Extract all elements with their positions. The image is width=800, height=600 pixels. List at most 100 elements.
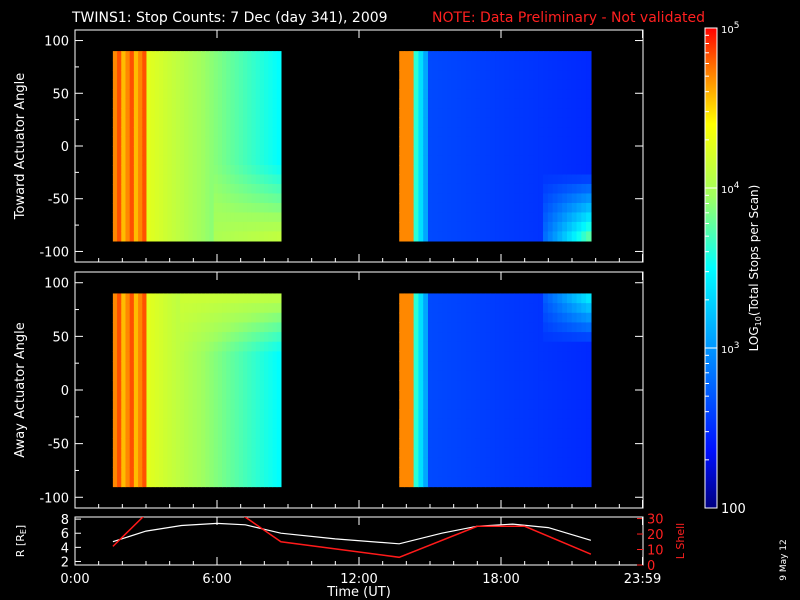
heatmap-cell bbox=[146, 312, 152, 324]
heatmap-cell bbox=[432, 438, 439, 449]
heatmap-cell bbox=[413, 60, 419, 71]
heatmap-cell bbox=[437, 312, 443, 324]
heatmap-cell bbox=[167, 370, 173, 381]
heatmap-cell bbox=[146, 70, 152, 81]
heatmap-cell bbox=[547, 303, 554, 314]
heatmap-cell bbox=[408, 136, 415, 147]
heatmap-cell bbox=[238, 89, 244, 100]
heatmap-cell bbox=[418, 183, 424, 195]
heatmap-cell bbox=[163, 183, 169, 195]
heatmap-cell bbox=[121, 202, 127, 214]
heatmap-cell bbox=[566, 457, 573, 468]
heatmap-cell bbox=[201, 221, 206, 233]
heatmap-cell bbox=[213, 370, 219, 381]
heatmap-cell bbox=[442, 155, 448, 166]
heatmap-cell bbox=[222, 136, 227, 147]
heatmap-cell bbox=[213, 202, 219, 214]
heatmap-cell bbox=[121, 370, 127, 381]
heatmap-cell bbox=[251, 303, 257, 314]
heatmap-cell bbox=[205, 380, 211, 391]
heatmap-cell bbox=[138, 418, 143, 430]
heatmap-cell bbox=[117, 60, 122, 71]
heatmap-cell bbox=[251, 351, 257, 362]
heatmap-cell bbox=[222, 361, 227, 372]
heatmap-cell bbox=[509, 322, 515, 333]
heatmap-cell bbox=[167, 221, 173, 233]
heatmap-cell bbox=[480, 312, 487, 324]
heatmap-cell bbox=[234, 428, 240, 439]
heatmap-cell bbox=[247, 183, 253, 195]
heatmap-cell bbox=[509, 428, 515, 439]
heatmap-cell bbox=[226, 438, 232, 449]
heatmap-cell bbox=[268, 312, 274, 324]
heatmap-cell bbox=[543, 117, 549, 128]
heatmap-cell bbox=[523, 127, 530, 138]
heatmap-cell bbox=[466, 51, 472, 62]
heatmap-cell bbox=[418, 322, 424, 333]
heatmap-cell bbox=[222, 79, 227, 90]
heatmap-cell bbox=[150, 312, 156, 324]
heatmap-cell bbox=[408, 351, 415, 362]
heatmap-cell bbox=[180, 303, 185, 314]
heatmap-cell bbox=[461, 303, 467, 314]
heatmap-cell bbox=[150, 332, 156, 343]
heatmap-cell bbox=[408, 127, 415, 138]
heatmap-cell bbox=[112, 51, 118, 62]
heatmap-cell bbox=[264, 98, 269, 109]
heatmap-cell bbox=[399, 60, 405, 71]
heatmap-cell bbox=[251, 231, 257, 242]
heatmap-cell bbox=[461, 370, 467, 381]
heatmap-cell bbox=[121, 89, 127, 100]
heatmap-cell bbox=[461, 60, 467, 71]
heatmap-cell bbox=[226, 399, 232, 410]
heatmap-cell bbox=[485, 390, 491, 401]
heatmap-cell bbox=[490, 390, 496, 401]
heatmap-cell bbox=[251, 312, 257, 324]
heatmap-cell bbox=[423, 447, 429, 459]
heatmap-cell bbox=[154, 409, 160, 420]
heatmap-cell bbox=[504, 136, 511, 147]
heatmap-cell bbox=[276, 60, 282, 71]
heatmap-cell bbox=[121, 380, 127, 391]
heatmap-cell bbox=[154, 332, 160, 343]
heatmap-cell bbox=[171, 174, 177, 185]
heatmap-cell bbox=[251, 202, 257, 214]
heatmap-cell bbox=[268, 164, 274, 176]
heatmap-cell bbox=[192, 231, 198, 242]
heatmap-cell bbox=[184, 293, 190, 304]
heatmap-cell bbox=[576, 361, 582, 372]
heatmap-cell bbox=[466, 370, 472, 381]
heatmap-cell bbox=[138, 212, 143, 223]
heatmap-cell bbox=[576, 231, 582, 242]
heatmap-cell bbox=[175, 174, 181, 185]
heatmap-cell bbox=[399, 476, 405, 488]
heatmap-cell bbox=[226, 60, 232, 71]
heatmap-cell bbox=[576, 193, 582, 204]
heatmap-cell bbox=[180, 193, 185, 204]
heatmap-cell bbox=[404, 231, 410, 242]
heatmap-cell bbox=[499, 438, 506, 449]
heatmap-cell bbox=[129, 60, 135, 71]
heatmap-cell bbox=[159, 467, 164, 478]
heatmap-cell bbox=[413, 312, 419, 324]
heatmap-cell bbox=[466, 127, 472, 138]
heatmap-cell bbox=[243, 136, 248, 147]
heatmap-cell bbox=[423, 127, 429, 138]
heatmap-cell bbox=[234, 202, 240, 214]
heatmap-cell bbox=[461, 322, 467, 333]
heatmap-cell bbox=[480, 390, 487, 401]
heatmap-cell bbox=[121, 136, 127, 147]
heatmap-cell bbox=[480, 322, 487, 333]
heatmap-cell bbox=[485, 351, 491, 362]
heatmap-cell bbox=[205, 438, 211, 449]
heatmap-cell bbox=[576, 428, 582, 439]
heatmap-cell bbox=[552, 174, 558, 185]
heatmap-cell bbox=[188, 390, 194, 401]
heatmap-cell bbox=[571, 231, 578, 242]
heatmap-cell bbox=[238, 447, 244, 459]
heatmap-cell bbox=[504, 409, 511, 420]
heatmap-cell bbox=[485, 370, 491, 381]
heatmap-cell bbox=[154, 476, 160, 488]
heatmap-cell bbox=[543, 457, 549, 468]
heatmap-cell bbox=[519, 418, 525, 430]
